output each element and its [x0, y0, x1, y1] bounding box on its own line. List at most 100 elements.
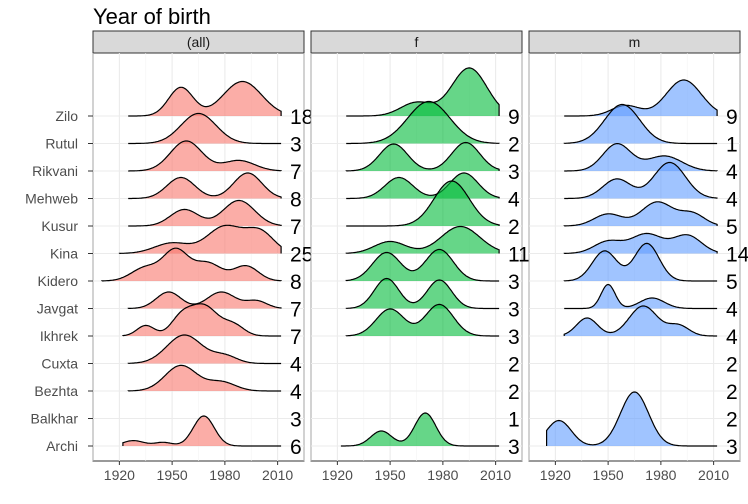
ridge-line-cuxta — [127, 334, 282, 365]
count-label: 4 — [290, 381, 302, 404]
chart-title: Year of birth — [93, 4, 211, 29]
y-tick-label: Balkhar — [31, 411, 79, 427]
ridge-line-rikvani — [128, 140, 282, 172]
x-tick-label: 1980 — [427, 467, 458, 483]
count-label: 3 — [290, 134, 302, 157]
ridge-line-kusur — [346, 180, 500, 227]
ridges — [101, 80, 282, 447]
ridge-fill-zilo — [564, 80, 718, 116]
ridge-fill-mehweb — [564, 162, 718, 199]
y-tick-label: Rutul — [45, 136, 78, 152]
x-tick-label: 1920 — [540, 467, 571, 483]
ridge-fill-kusur — [346, 181, 500, 226]
count-label: 14 — [726, 244, 748, 267]
facet-panel-f: f 1920 1950 1980 2010 3 1 2 2 3 3 3 11 2 4 3 2 9 — [310, 30, 530, 483]
count-label: 6 — [290, 436, 302, 459]
ridge-line-kusur — [563, 201, 718, 227]
count-label: 4 — [726, 299, 738, 322]
count-label: 4 — [508, 189, 520, 212]
count-label: 2 — [726, 409, 738, 432]
count-label: 7 — [290, 161, 302, 184]
ridge-fill-rikvani — [128, 141, 282, 171]
y-tick-label: Mehweb — [25, 191, 78, 207]
x-tick-label: 1950 — [157, 467, 188, 483]
x-tick-label: 2010 — [262, 467, 293, 483]
facet-strip-label: f — [415, 34, 419, 50]
count-label: 4 — [726, 161, 738, 184]
ridge-line-ikhrek — [122, 303, 282, 337]
ridge-line-rikvani — [345, 141, 500, 172]
y-tick-label: Ikhrek — [40, 328, 79, 344]
x-tick-label: 1950 — [375, 467, 406, 483]
count-label: 3 — [726, 436, 738, 459]
count-label: 3 — [508, 271, 520, 294]
ridge-line-mehweb — [128, 172, 282, 200]
ridge-line-kidero — [101, 247, 282, 282]
ridge-fill-zilo — [346, 67, 500, 116]
ridge-fill-javgat — [346, 278, 500, 309]
x-tick-label: 1980 — [645, 467, 676, 483]
y-tick-label: Archi — [46, 438, 78, 454]
ridge-fill-kina — [564, 233, 718, 254]
ridge-line-kina — [118, 224, 282, 254]
count-label: 9 — [508, 106, 520, 129]
ridge-fill-kusur — [564, 201, 718, 226]
ridge-fill-kusur — [128, 200, 282, 226]
ridge-line-zilo — [564, 79, 718, 117]
ridge-line-javgat — [127, 291, 282, 309]
y-tick-label: Kidero — [38, 273, 79, 289]
ridge-line-javgat — [345, 277, 500, 310]
ridge-line-javgat — [564, 283, 718, 310]
count-label: 2 — [726, 381, 738, 404]
ridge-fill-cuxta — [128, 335, 282, 364]
ridge-line-archi — [340, 412, 500, 447]
ridge-line-kusur — [128, 199, 282, 227]
ridge-fill-mehweb — [128, 173, 282, 199]
count-label: 3 — [290, 409, 302, 432]
count-label: 2 — [508, 354, 520, 377]
count-label: 8 — [290, 189, 302, 212]
ridge-line-kina — [345, 225, 500, 254]
ridge-fill-archi — [340, 413, 500, 446]
y-tick-label: Javgat — [37, 301, 78, 317]
ridges — [340, 67, 500, 447]
count-label: 7 — [290, 216, 302, 239]
count-label: 2 — [508, 381, 520, 404]
y-tick-label: Zilo — [55, 108, 78, 124]
ridge-line-bezhta — [127, 364, 282, 392]
ridge-fill-kidero — [564, 243, 718, 281]
x-tick-label: 1920 — [322, 467, 353, 483]
ridge-fill-zilo — [128, 81, 282, 116]
ridge-line-ikhrek — [563, 305, 718, 337]
count-label: 4 — [290, 354, 302, 377]
ridge-line-zilo — [128, 80, 282, 117]
count-label: 3 — [508, 161, 520, 184]
y-tick-label: Kusur — [41, 218, 78, 234]
ridge-line-archi — [122, 415, 282, 447]
count-label: 11 — [508, 244, 530, 267]
ridge-fill-archi — [546, 392, 718, 446]
count-label: 5 — [726, 271, 738, 294]
ridge-fill-kidero — [101, 248, 282, 281]
count-label: 8 — [290, 271, 302, 294]
ridge-fill-javgat — [564, 284, 718, 309]
ridge-fill-ikhrek — [564, 306, 718, 336]
x-tick-label: 2010 — [698, 467, 729, 483]
ridge-line-rutul — [346, 100, 500, 145]
ridge-line-rikvani — [564, 143, 718, 172]
count-label: 25 — [290, 244, 313, 267]
ridge-line-kidero — [345, 248, 500, 282]
ridge-fill-rutul — [128, 113, 282, 144]
ridges — [546, 79, 718, 447]
x-tick-label: 1980 — [209, 467, 240, 483]
ridge-fill-rutul — [346, 101, 500, 144]
ridge-fill-archi — [122, 416, 282, 446]
x-tick-label: 1950 — [593, 467, 624, 483]
count-label: 3 — [508, 326, 520, 349]
ridge-fill-rutul — [564, 104, 718, 144]
facet-panel-all: (all) 1920 1950 1980 2010 6 3 4 4 7 7 8 25 7 8 7 3 18 — [92, 30, 313, 483]
facet-panels: (all)1920 1950 1980 2010634477825787318f192… — [92, 30, 748, 483]
ridge-line-rutul — [128, 112, 282, 145]
count-label: 1 — [508, 409, 520, 432]
